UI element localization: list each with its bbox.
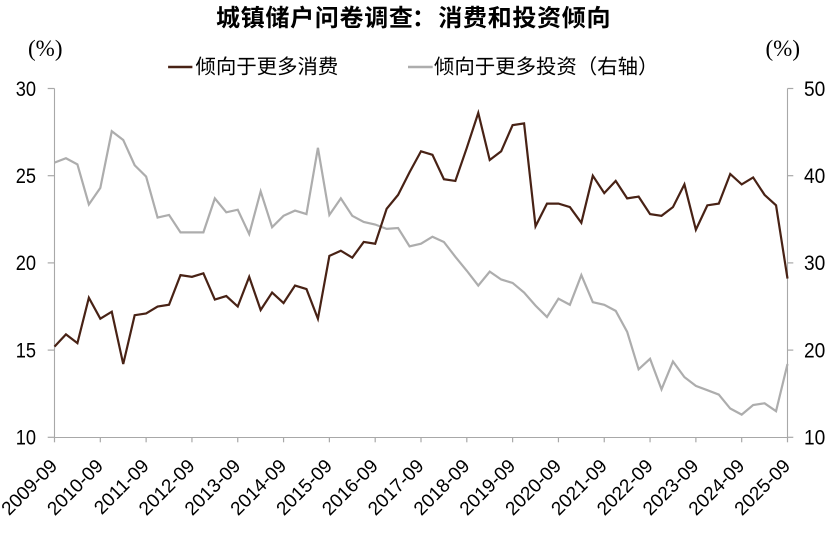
svg-text:20: 20: [16, 251, 36, 275]
svg-text:(%): (%): [28, 36, 62, 61]
svg-text:15: 15: [16, 338, 36, 362]
svg-text:25: 25: [16, 164, 36, 188]
svg-text:(%): (%): [766, 36, 800, 61]
svg-text:20: 20: [804, 338, 825, 362]
svg-text:10: 10: [16, 426, 36, 450]
svg-text:50: 50: [804, 77, 825, 101]
svg-text:30: 30: [804, 251, 825, 275]
svg-text:30: 30: [16, 77, 36, 101]
svg-text:40: 40: [804, 164, 825, 188]
svg-text:10: 10: [804, 426, 825, 450]
